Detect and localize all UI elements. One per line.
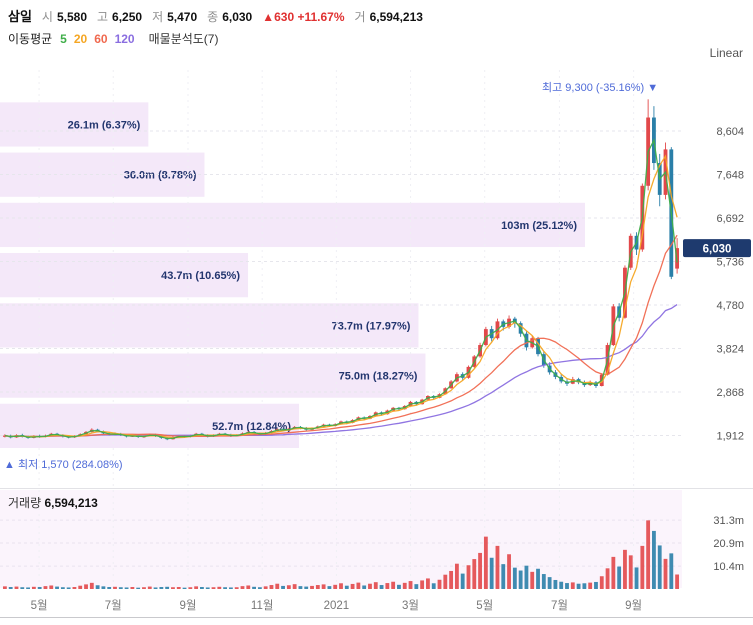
price-tick-1: 7,648 — [716, 170, 744, 182]
price-tick-2: 6,692 — [716, 213, 744, 225]
volume-pair: 거 6,594,213 — [355, 8, 423, 25]
low-value: 5,470 — [167, 10, 198, 24]
stock-header: 삼일 시 5,580 고 6,250 저 5,470 종 6,030 ▲630 … — [8, 6, 423, 25]
x-tick-4: 2021 — [324, 600, 350, 612]
open-price-pair: 시 5,580 — [42, 8, 87, 25]
x-tick-2: 9월 — [180, 599, 197, 612]
vertical-grid-layer — [38, 70, 635, 588]
last-price-value: 6,030 — [703, 244, 732, 256]
open-label: 시 — [41, 10, 53, 24]
x-axis-labels: 5월 7월 9월 11월 2021 3월 5월 7월 9월 — [31, 599, 643, 612]
x-tick-5: 3월 — [402, 599, 419, 612]
ma-period-5[interactable]: 5 — [60, 32, 67, 46]
ma-period-20[interactable]: 20 — [73, 32, 88, 46]
last-price-tag: 6,030 — [683, 239, 751, 258]
ma-period-60[interactable]: 60 — [94, 32, 108, 46]
price-markers-layer: 최고 9,300 (-35.16%) ▼ ▲ 최저 1,570 (284.08%) — [4, 81, 658, 471]
price-tick-4: 4,780 — [716, 300, 744, 312]
x-tick-6: 5월 — [476, 599, 493, 612]
indicator-bar: 이동평균 5 20 60 120 매물분석도(7) — [8, 30, 218, 47]
ma-title: 이동평균 — [8, 32, 53, 46]
ma-line-120 — [4, 304, 678, 438]
price-tick-6: 2,868 — [716, 387, 744, 399]
volume-caption-label: 거래량 — [8, 496, 42, 510]
scale-selector[interactable]: Linear — [709, 46, 743, 60]
high-marker: 최고 9,300 (-35.16%) ▼ — [542, 81, 658, 94]
price-tick-7: 1,912 — [716, 431, 744, 443]
price-change: ▲630 +11.67% — [262, 10, 345, 24]
x-tick-7: 7월 — [551, 599, 568, 612]
low-price-pair: 저 5,470 — [152, 8, 197, 25]
volume-tick-0: 31.3m — [713, 515, 744, 527]
profile-band-label-1: 36.0m (8.78%) — [124, 170, 197, 182]
price-tick-0: 8,604 — [716, 126, 744, 138]
ma-line-20 — [4, 154, 678, 439]
close-price-pair: 종 6,030 — [207, 8, 252, 25]
high-label: 고 — [97, 10, 109, 24]
profile-band-label-4: 73.7m (17.97%) — [332, 320, 411, 332]
price-tick-3: 5,736 — [716, 257, 744, 269]
volume-caption-value: 6,594,213 — [44, 496, 98, 510]
profile-band-4 — [0, 303, 419, 348]
high-value: 6,250 — [112, 10, 143, 24]
volume-tick-2: 10.4m — [713, 561, 744, 573]
open-value: 5,580 — [56, 10, 87, 24]
volume-pane-caption: 거래량 6,594,213 — [8, 494, 98, 511]
volume-value: 6,594,213 — [369, 10, 423, 24]
profile-band-5 — [0, 353, 426, 398]
ma-period-120[interactable]: 120 — [114, 32, 135, 46]
volume-label: 거 — [354, 10, 366, 24]
profile-band-label-2: 103m (25.12%) — [501, 220, 577, 232]
low-marker: ▲ 최저 1,570 (284.08%) — [4, 458, 123, 471]
ma-period-list: 5 20 60 120 — [60, 32, 134, 46]
profile-band-label-5: 75.0m (18.27%) — [339, 371, 418, 383]
profile-band-label-3: 43.7m (10.65%) — [161, 270, 240, 282]
volume-grid-layer: 31.3m 20.9m 10.4m — [0, 515, 744, 573]
volume-tick-1: 20.9m — [713, 538, 744, 550]
close-value: 6,030 — [222, 10, 253, 24]
low-label: 저 — [152, 10, 164, 24]
profile-band-label-0: 26.1m (6.37%) — [68, 119, 141, 131]
stock-name[interactable]: 삼일 — [8, 9, 32, 24]
high-price-pair: 고 6,250 — [97, 8, 142, 25]
profile-band-3 — [0, 253, 249, 298]
profile-band-0 — [0, 102, 149, 147]
price-tick-5: 3,824 — [716, 344, 744, 356]
volume-pane-bg — [0, 490, 682, 588]
x-tick-3: 11월 — [251, 599, 274, 612]
x-tick-1: 7월 — [105, 599, 122, 612]
profile-band-2 — [0, 202, 585, 248]
price-grid-layer: 8,604 7,648 6,692 5,736 4,780 3,824 2,868 1,912 — [0, 126, 744, 443]
volume-bars-layer — [2, 520, 680, 589]
close-label: 종 — [207, 10, 219, 24]
ma-line-5 — [4, 138, 678, 440]
volume-profile-layer: 26.1m (6.37%) 36.0m (8.78%) 103m (25.12%) 4… — [0, 102, 585, 448]
x-tick-0: 5월 — [31, 599, 48, 612]
profile-band-6 — [0, 403, 300, 448]
ma-lines-layer — [4, 138, 678, 440]
x-tick-8: 9월 — [625, 599, 642, 612]
profile-band-label-6: 52.7m (12.84%) — [212, 421, 291, 433]
volume-profile-label[interactable]: 매물분석도(7) — [148, 32, 219, 46]
